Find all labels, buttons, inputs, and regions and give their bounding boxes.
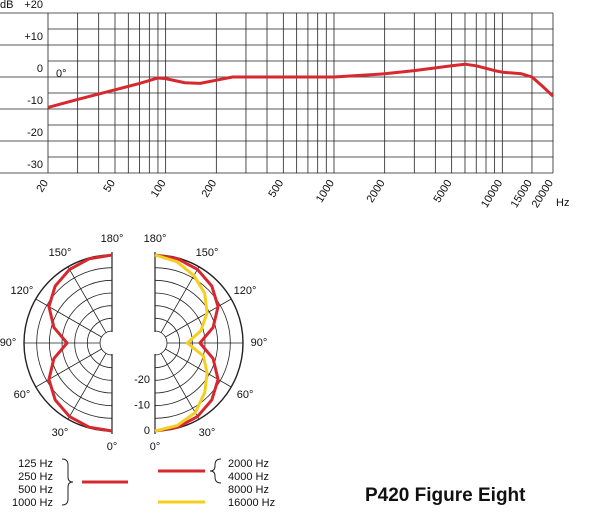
y-tick-label: -30 <box>27 159 43 171</box>
legend-label: 4000 Hz <box>228 471 269 483</box>
x-tick-label: 500 <box>266 178 286 200</box>
legend-label: 16000 Hz <box>228 497 275 509</box>
page-title: P420 Figure Eight <box>365 485 526 506</box>
polar-curve <box>154 253 209 433</box>
y-tick-label: +20 <box>24 0 43 11</box>
x-tick-label: 5000 <box>432 178 455 205</box>
polar-curve <box>154 253 220 433</box>
y-axis-label: dB <box>0 0 13 11</box>
y-tick-label: -20 <box>27 127 43 139</box>
angle-label: 180° <box>101 233 124 245</box>
center <box>101 332 123 354</box>
brace <box>61 458 74 506</box>
response-line <box>47 62 555 109</box>
angle-label: 150° <box>49 247 72 259</box>
x-tick-label: 2000 <box>365 178 388 205</box>
legend-label: 500 Hz <box>18 484 53 496</box>
angle-label: 120° <box>234 285 257 297</box>
angle-label: 60° <box>237 389 254 401</box>
spoke <box>67 353 107 420</box>
r-tick-label: -10 <box>134 400 150 412</box>
r-tick-label: -20 <box>134 374 150 386</box>
legend-label: 125 Hz <box>18 458 53 470</box>
spoke <box>67 266 107 333</box>
center <box>144 332 166 354</box>
y-tick-label: +10 <box>24 31 43 43</box>
angle-label: 60° <box>14 389 31 401</box>
x-tick-label: 50 <box>101 178 118 195</box>
spoke <box>165 348 232 388</box>
angle-label: 0° <box>150 441 161 453</box>
spoke <box>160 266 200 333</box>
x-axis-label: Hz <box>556 197 569 209</box>
x-tick-label: 200 <box>199 178 219 200</box>
angle-label: 30° <box>199 427 216 439</box>
angle-label: 120° <box>11 285 34 297</box>
x-tick-label: 10000 <box>479 178 505 210</box>
angle-label: 180° <box>144 233 167 245</box>
angle-label: 150° <box>196 247 219 259</box>
x-tick-label: 1000 <box>314 178 337 205</box>
angle-label: 90° <box>251 337 268 349</box>
x-tick-label: 100 <box>149 178 169 200</box>
spoke <box>35 348 102 388</box>
y-tick-label: -10 <box>27 95 43 107</box>
angle-label: 90° <box>0 337 16 349</box>
spoke <box>160 353 200 420</box>
r-tick-label: 0 <box>144 425 150 437</box>
brace <box>209 458 222 484</box>
y-tick-label: 0 <box>37 63 43 75</box>
legend-label: 2000 Hz <box>228 458 269 470</box>
legend-label: 250 Hz <box>18 471 53 483</box>
angle-label: 30° <box>52 427 69 439</box>
angle-label: 0° <box>107 441 118 453</box>
spoke <box>35 298 102 338</box>
legend-label: 1000 Hz <box>12 497 53 509</box>
x-tick-label: 20000 <box>530 178 556 210</box>
polar-curve <box>47 253 113 433</box>
spoke <box>165 298 232 338</box>
x-tick-label: 20 <box>34 178 51 195</box>
legend-label: 8000 Hz <box>228 484 269 496</box>
annotation: 0° <box>56 68 67 80</box>
